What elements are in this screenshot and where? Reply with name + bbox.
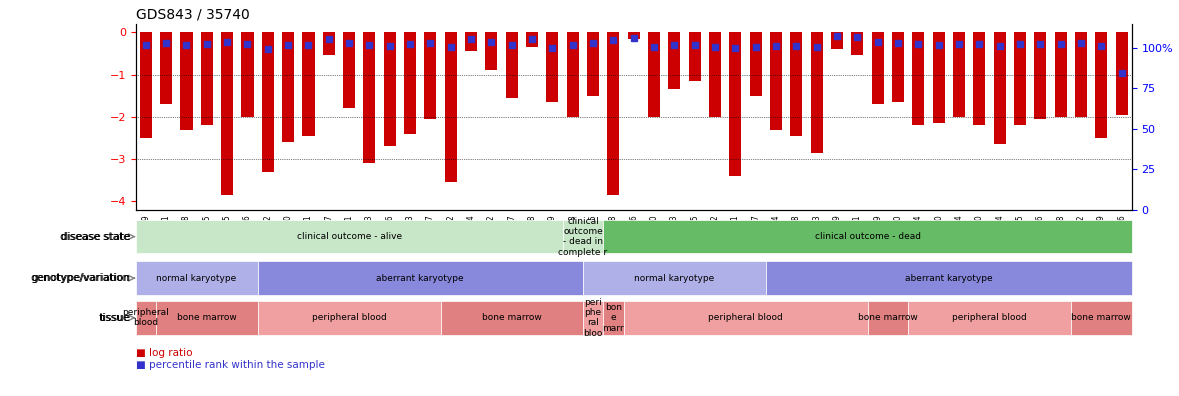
Bar [160,32,172,104]
Text: aberrant karyotype: aberrant karyotype [905,274,993,283]
Bar [262,32,274,172]
Text: peri
phe
ral
bloo: peri phe ral bloo [584,298,602,338]
Text: normal karyotype: normal karyotype [157,274,237,283]
Bar [668,32,680,89]
Bar [139,32,152,138]
Bar [282,32,295,142]
Bar [933,32,944,123]
Bar [546,32,559,102]
Text: disease state: disease state [60,232,130,242]
Bar [770,32,782,129]
Bar [871,32,884,104]
Bar [1115,32,1128,115]
Text: ■ log ratio: ■ log ratio [136,348,192,358]
Bar [790,32,803,136]
Bar [1014,32,1026,125]
Bar [343,32,355,109]
Bar [709,32,722,117]
Bar [383,32,396,147]
Bar [973,32,986,125]
Bar [1034,32,1047,119]
Bar [486,32,498,70]
Bar [689,32,700,81]
Bar [506,32,518,98]
Bar [1054,32,1067,117]
Text: tissue: tissue [99,313,130,323]
Bar [913,32,924,125]
Text: clinical
outcome
- dead in
complete r: clinical outcome - dead in complete r [559,217,607,257]
Bar [465,32,477,51]
Bar [363,32,375,163]
Bar [648,32,660,117]
Bar [831,32,843,49]
Bar [587,32,599,96]
Bar [424,32,436,119]
Text: bone marrow: bone marrow [858,313,917,322]
Text: clinical outcome - alive: clinical outcome - alive [296,232,402,241]
Bar [567,32,579,117]
Bar [200,32,213,125]
Text: tissue: tissue [100,313,131,323]
Bar [811,32,823,153]
Text: disease state: disease state [61,232,131,242]
Bar [1075,32,1087,117]
Bar [220,32,233,195]
Text: bone marrow: bone marrow [482,313,541,322]
Text: GDS843 / 35740: GDS843 / 35740 [136,8,249,22]
Text: peripheral blood: peripheral blood [709,313,783,322]
Text: peripheral
blood: peripheral blood [123,308,169,327]
Bar [730,32,742,176]
Text: bon
e
marr: bon e marr [602,303,624,333]
Bar [180,32,192,129]
Bar [851,32,863,55]
Bar [302,32,315,136]
Text: genotype/variation: genotype/variation [31,273,130,283]
Bar [444,32,456,183]
Text: ■ percentile rank within the sample: ■ percentile rank within the sample [136,360,324,370]
Bar [1095,32,1107,138]
Bar [750,32,762,96]
Bar [953,32,966,117]
Text: peripheral blood: peripheral blood [953,313,1027,322]
Bar [607,32,619,195]
Text: bone marrow: bone marrow [177,313,237,322]
Text: aberrant karyotype: aberrant karyotype [376,274,465,283]
Text: normal karyotype: normal karyotype [634,274,714,283]
Bar [242,32,253,117]
Text: bone marrow: bone marrow [1072,313,1131,322]
Bar [526,32,538,47]
Bar [994,32,1006,144]
Bar [627,32,640,38]
Text: genotype/variation: genotype/variation [32,273,131,283]
Text: clinical outcome - dead: clinical outcome - dead [815,232,921,241]
Bar [404,32,416,134]
Text: peripheral blood: peripheral blood [311,313,387,322]
Bar [323,32,335,55]
Bar [893,32,904,102]
